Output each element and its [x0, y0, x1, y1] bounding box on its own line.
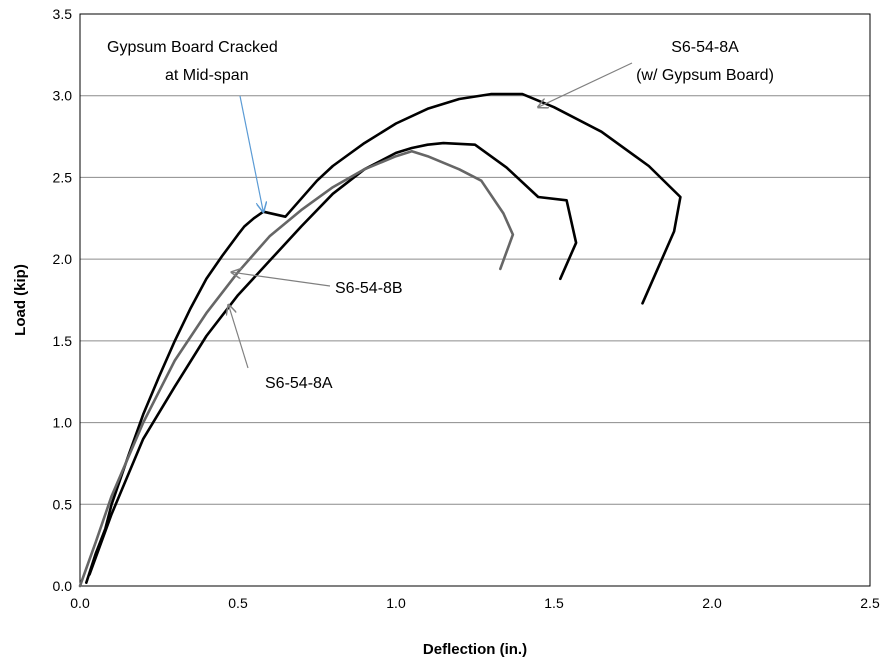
series-line-1 [85, 92, 682, 584]
annotation-arrow [232, 272, 331, 287]
annotation-label: Gypsum Board Cracked [107, 39, 278, 56]
annotation-arrow [239, 95, 263, 212]
y-tick-label: 2.0 [53, 251, 73, 267]
x-axis-title: Deflection (in.) [423, 641, 527, 658]
gridlines [80, 13, 870, 505]
x-tick-label: 2.5 [860, 595, 880, 611]
annotation-label: S6-54-8A [671, 39, 739, 56]
x-tick-label: 2.0 [702, 595, 722, 611]
series-line-3 [78, 150, 515, 588]
x-axis-tick-labels: 0.0 0.5 1.0 1.5 2.0 2.5 [70, 595, 880, 611]
x-tick-label: 1.0 [386, 595, 406, 611]
y-tick-label: 3.5 [53, 6, 73, 22]
x-tick-label: 0.5 [228, 595, 248, 611]
x-tick-label: 1.5 [544, 595, 564, 611]
y-tick-label: 0.0 [53, 578, 73, 594]
series-layer [78, 92, 682, 588]
y-tick-label: 2.5 [53, 169, 73, 185]
x-tick-label: 0.0 [70, 595, 90, 611]
annotation-label: S6-54-8A [265, 375, 333, 392]
y-tick-label: 1.5 [53, 333, 73, 349]
annotation-arrow [538, 62, 633, 107]
plot-area-frame [79, 13, 871, 587]
y-tick-label: 1.0 [53, 415, 73, 431]
annotation-label: (w/ Gypsum Board) [636, 67, 774, 84]
annotation-arrow [229, 305, 249, 369]
annotation-label: S6-54-8B [335, 280, 403, 297]
y-axis-title: Load (kip) [12, 264, 29, 336]
annotation-label: at Mid-span [165, 67, 249, 84]
y-tick-label: 0.5 [53, 496, 73, 512]
annotations: Gypsum Board Cracked at Mid-span S6-54-8A (… [107, 39, 774, 392]
series-line-2 [88, 141, 578, 576]
y-axis-tick-labels: 0.0 0.5 1.0 1.5 2.0 2.5 3.0 3.5 [53, 6, 73, 594]
y-tick-label: 3.0 [53, 88, 73, 104]
